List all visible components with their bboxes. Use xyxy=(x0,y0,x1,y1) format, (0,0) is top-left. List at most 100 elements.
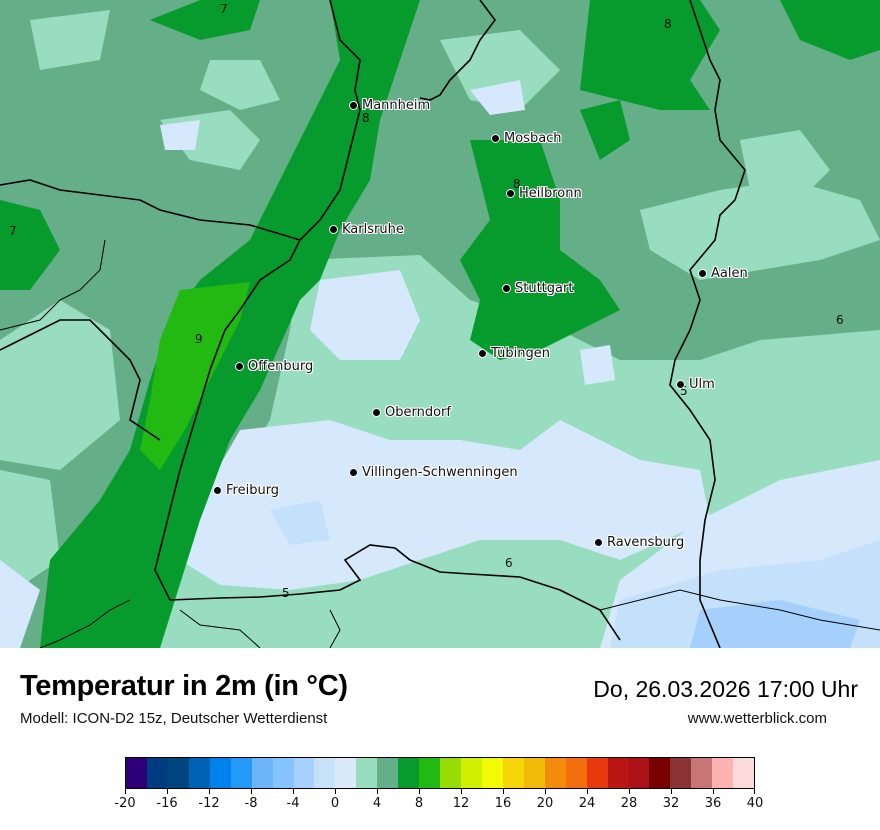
city-name: Karlsruhe xyxy=(342,222,404,237)
tick-label: -16 xyxy=(156,796,178,811)
colorbar-segment xyxy=(712,758,734,788)
city-name: Offenburg xyxy=(248,359,314,374)
colorbar-segment xyxy=(188,758,210,788)
tick-mark xyxy=(335,789,336,794)
tick-mark xyxy=(503,789,504,794)
city-marker: Freiburg xyxy=(213,483,279,498)
tick-mark xyxy=(629,789,630,794)
website-link[interactable]: www.wetterblick.com xyxy=(687,710,827,727)
contour-label: 9 xyxy=(195,332,203,346)
city-name: Aalen xyxy=(711,266,748,281)
tick-label: 36 xyxy=(704,796,722,811)
tick-label: -12 xyxy=(198,796,220,811)
temperature-field xyxy=(0,0,880,648)
colorbar-segment xyxy=(502,758,524,788)
model-source: Modell: ICON-D2 15z, Deutscher Wetterdie… xyxy=(20,710,328,727)
city-marker: Mosbach xyxy=(491,131,562,146)
tick-label: 20 xyxy=(536,796,554,811)
city-dot-icon xyxy=(502,284,511,293)
colorbar-segment xyxy=(146,758,168,788)
tick-mark xyxy=(377,789,378,794)
colorbar-segment xyxy=(607,758,629,788)
forecast-datetime: Do, 26.03.2026 17:00 Uhr xyxy=(593,676,858,702)
city-marker: Villingen-Schwenningen xyxy=(349,465,518,480)
temperature-colorbar xyxy=(125,757,755,789)
city-marker: Oberndorf xyxy=(372,405,451,420)
contour-label: 8 xyxy=(664,17,672,31)
city-dot-icon xyxy=(329,225,338,234)
city-name: Tübingen xyxy=(491,346,550,361)
city-marker: Mannheim xyxy=(349,98,430,113)
colorbar-segment xyxy=(481,758,503,788)
colorbar-segment xyxy=(649,758,671,788)
colorbar-segment xyxy=(398,758,420,788)
contour-label: 5 xyxy=(282,586,290,600)
city-marker: Stuttgart xyxy=(502,281,573,296)
city-name: Ulm xyxy=(689,377,715,392)
colorbar-segment xyxy=(544,758,566,788)
colorbar-segment xyxy=(691,758,713,788)
colorbar-segment xyxy=(628,758,650,788)
tick-label: 12 xyxy=(452,796,470,811)
colorbar-segment xyxy=(272,758,294,788)
colorbar-segment xyxy=(586,758,608,788)
tick-label: 32 xyxy=(662,796,680,811)
tick-label: 28 xyxy=(620,796,638,811)
colorbar-segment xyxy=(377,758,399,788)
tick-label: 4 xyxy=(372,796,382,811)
city-name: Mannheim xyxy=(362,98,431,113)
contour-label: 7 xyxy=(9,224,17,238)
city-name: Villingen-Schwenningen xyxy=(362,465,518,480)
colorbar-segment xyxy=(293,758,315,788)
city-name: Ravensburg xyxy=(607,535,685,550)
contour-label: 5 xyxy=(680,384,688,398)
contour-label: 6 xyxy=(505,556,513,570)
city-marker: Karlsruhe xyxy=(329,222,404,237)
city-dot-icon xyxy=(349,101,358,110)
tick-mark xyxy=(671,789,672,794)
city-dot-icon xyxy=(698,269,707,278)
colorbar-segment xyxy=(251,758,273,788)
city-marker: Tübingen xyxy=(478,346,550,361)
tick-mark xyxy=(419,789,420,794)
colorbar-segment xyxy=(419,758,441,788)
colorbar-segment xyxy=(461,758,482,788)
colorbar-segment xyxy=(670,758,692,788)
city-dot-icon xyxy=(213,486,222,495)
colorbar-segment xyxy=(167,758,189,788)
city-name: Freiburg xyxy=(226,483,280,498)
city-marker: Aalen xyxy=(698,266,748,281)
city-dot-icon xyxy=(235,362,244,371)
tick-mark xyxy=(713,789,714,794)
city-name: Oberndorf xyxy=(385,405,451,420)
contour-label: 8 xyxy=(362,111,370,125)
city-marker: Offenburg xyxy=(235,359,313,374)
tick-mark xyxy=(461,789,462,794)
city-dot-icon xyxy=(676,380,685,389)
city-dot-icon xyxy=(349,468,358,477)
city-marker: Heilbronn xyxy=(506,186,582,201)
tick-mark xyxy=(125,789,126,794)
city-dot-icon xyxy=(594,538,603,547)
city-name: Mosbach xyxy=(504,131,562,146)
tick-label: 24 xyxy=(578,796,596,811)
temperature-map: 7 8 8 8 7 9 6 5 6 5 Mannheim Mosbach Heilbronn Karls… xyxy=(0,0,880,648)
tick-label: -8 xyxy=(244,796,258,811)
colorbar-segment xyxy=(126,758,147,788)
city-marker: Ulm xyxy=(676,377,715,392)
tick-mark xyxy=(251,789,252,794)
tick-mark xyxy=(209,789,210,794)
tick-label: 0 xyxy=(330,796,340,811)
colorbar-segment xyxy=(440,758,461,788)
colorbar-segment xyxy=(209,758,231,788)
contour-label: 7 xyxy=(220,2,228,16)
contour-label: 6 xyxy=(836,313,844,327)
contour-label: 8 xyxy=(513,177,521,191)
colorbar-segment xyxy=(565,758,587,788)
tick-mark xyxy=(545,789,546,794)
tick-mark xyxy=(587,789,588,794)
tick-mark xyxy=(293,789,294,794)
colorbar-segment xyxy=(356,758,378,788)
tick-label: 16 xyxy=(494,796,512,811)
tick-mark xyxy=(167,789,168,794)
